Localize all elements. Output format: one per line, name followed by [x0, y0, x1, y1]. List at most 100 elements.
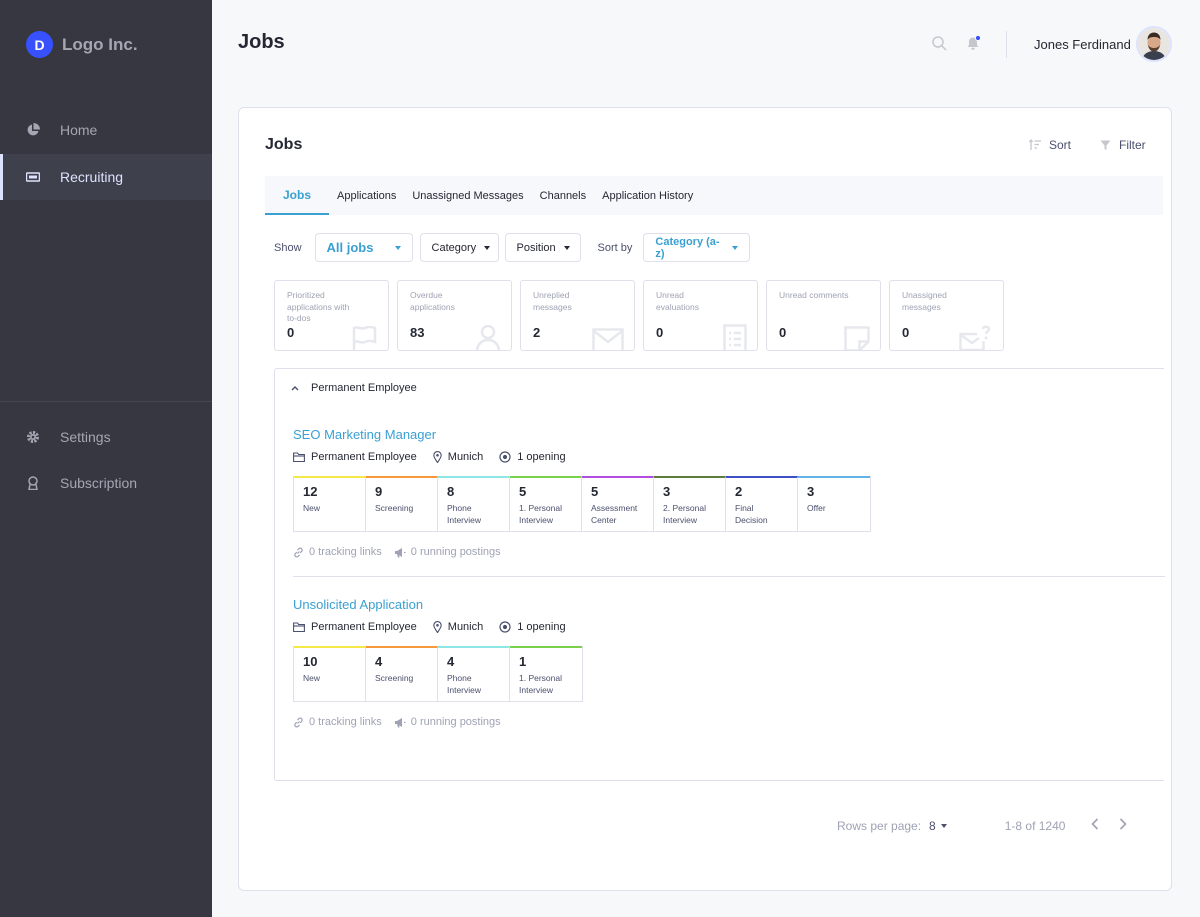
stat-card[interactable]: Unassigned messages 0	[889, 280, 1004, 351]
stage-count: 10	[303, 654, 318, 669]
chevron-down-icon	[394, 245, 401, 250]
stat-card[interactable]: Prioritized applications with to-dos 0	[274, 280, 389, 351]
job-openings-label: 1 opening	[517, 621, 566, 633]
logo[interactable]: D Logo Inc.	[26, 31, 138, 58]
envelope-icon	[592, 328, 624, 350]
gear-icon	[26, 430, 40, 444]
tab-unassigned-messages[interactable]: Unassigned Messages	[412, 189, 524, 202]
stage-label: Offer	[807, 503, 826, 513]
logo-mark: D	[26, 31, 53, 58]
pagination: Rows per page: 8 1-8 of 1240	[837, 818, 1128, 833]
link-icon	[294, 547, 303, 557]
chevron-down-icon	[563, 245, 570, 250]
pipeline-stage[interactable]: 5 Assessment Center	[582, 476, 654, 531]
sidebar-item-subscription[interactable]: Subscription	[0, 460, 212, 506]
tracking-links[interactable]: 0 tracking links	[293, 716, 382, 728]
sort-icon	[1029, 139, 1041, 150]
job-pipeline: 10 New 4 Screening 4 Phone Interview 1 1. Pe…	[293, 646, 583, 702]
filter-icon	[1100, 140, 1111, 150]
category-select[interactable]: Category	[419, 233, 499, 262]
stat-card[interactable]: Unread comments 0	[766, 280, 881, 351]
sort-by-label: Sort by	[597, 241, 633, 254]
category-value: Category	[431, 241, 477, 254]
search-icon[interactable]	[932, 36, 947, 56]
job-location-label: Munich	[447, 621, 484, 633]
pipeline-stage[interactable]: 5 1. Personal Interview	[510, 476, 582, 531]
sidebar-item-label: Recruiting	[60, 169, 124, 185]
avatar[interactable]	[1136, 26, 1172, 62]
flag-icon	[352, 326, 377, 350]
user-name[interactable]: Jones Ferdinand	[1034, 37, 1131, 52]
stat-value: 0	[779, 325, 787, 340]
stage-count: 3	[663, 484, 671, 499]
stat-value: 0	[656, 325, 664, 340]
sidebar-item-recruiting[interactable]: Recruiting	[0, 154, 212, 200]
rows-per-page-select[interactable]: 8	[929, 819, 947, 833]
pipeline-stage[interactable]: 8 Phone Interview	[438, 476, 510, 531]
document-icon	[723, 324, 747, 350]
stat-card[interactable]: Overdue applications 83	[397, 280, 512, 351]
job-group-header[interactable]: Permanent Employee	[291, 382, 417, 394]
tab-jobs[interactable]: Jobs	[265, 176, 330, 215]
stat-card[interactable]: Unread evaluations 0	[643, 280, 758, 351]
job-title-link[interactable]: SEO Marketing Manager	[293, 427, 437, 442]
stage-count: 2	[735, 484, 743, 499]
pipeline-stage[interactable]: 10 New	[294, 646, 366, 701]
job-openings-label: 1 opening	[517, 451, 566, 463]
sort-by-select[interactable]: Category (a-z)	[643, 233, 751, 262]
stat-value: 83	[410, 325, 425, 340]
sort-button[interactable]: Sort	[1029, 138, 1071, 152]
stat-value: 0	[287, 325, 295, 340]
stage-label: Phone Interview	[447, 673, 482, 695]
stat-label: Unread comments	[779, 290, 849, 300]
pipeline-stage[interactable]: 12 New	[294, 476, 366, 531]
stat-label: Unassigned messages	[902, 290, 947, 312]
pipeline-stage[interactable]: 3 Offer	[798, 476, 870, 531]
filter-button[interactable]: Filter	[1100, 138, 1146, 152]
link-icon	[294, 717, 303, 727]
megaphone-icon	[394, 717, 406, 727]
pipeline-stage[interactable]: 1 1. Personal Interview	[510, 646, 582, 701]
pipeline-stage[interactable]: 2 Final Decision	[726, 476, 798, 531]
pipeline-stage[interactable]: 4 Phone Interview	[438, 646, 510, 701]
stage-label: Screening	[375, 503, 414, 513]
rows-per-page-value: 8	[929, 818, 936, 833]
note-icon	[844, 326, 870, 350]
running-postings-label: 0 running postings	[410, 716, 501, 728]
stat-value: 2	[533, 325, 541, 340]
logo-text: Logo Inc.	[62, 34, 138, 54]
card-title: Jobs	[265, 136, 303, 153]
person-icon	[475, 324, 501, 350]
stage-count: 1	[519, 654, 527, 669]
next-page-button[interactable]	[1119, 818, 1128, 833]
tab-channels[interactable]: Channels	[539, 189, 587, 202]
sidebar-item-label: Settings	[60, 429, 111, 445]
tab-application-history[interactable]: Application History	[602, 189, 694, 202]
running-postings[interactable]: 0 running postings	[394, 546, 501, 558]
stage-label: 1. Personal Interview	[519, 503, 562, 525]
filter-row: Show All jobs Category Position Sort by …	[274, 233, 751, 262]
job-meta: Permanent Employee Munich 1 opening	[293, 451, 582, 463]
sidebar-item-settings[interactable]: Settings	[0, 414, 212, 460]
chevron-down-icon	[940, 823, 947, 828]
job-title-link[interactable]: Unsolicited Application	[293, 597, 424, 612]
show-value: All jobs	[326, 240, 374, 255]
show-select[interactable]: All jobs	[314, 233, 413, 262]
stage-count: 5	[519, 484, 527, 499]
stage-label: Phone Interview	[447, 503, 482, 525]
job-location-label: Munich	[447, 451, 484, 463]
tracking-links[interactable]: 0 tracking links	[293, 546, 382, 558]
sidebar-item-home[interactable]: Home	[0, 107, 212, 153]
previous-page-button[interactable]	[1091, 818, 1099, 833]
chevron-down-icon	[484, 245, 491, 250]
bell-icon[interactable]	[966, 34, 982, 56]
pipeline-stage[interactable]: 4 Screening	[366, 646, 438, 701]
tab-applications[interactable]: Applications	[337, 189, 397, 202]
position-select[interactable]: Position	[504, 233, 581, 262]
pipeline-stage[interactable]: 9 Screening	[366, 476, 438, 531]
running-postings[interactable]: 0 running postings	[394, 716, 501, 728]
stat-card[interactable]: Unreplied messages 2	[520, 280, 635, 351]
pipeline-stage[interactable]: 3 2. Personal Interview	[654, 476, 726, 531]
ticket-icon	[26, 170, 40, 184]
position-value: Position	[516, 241, 556, 254]
